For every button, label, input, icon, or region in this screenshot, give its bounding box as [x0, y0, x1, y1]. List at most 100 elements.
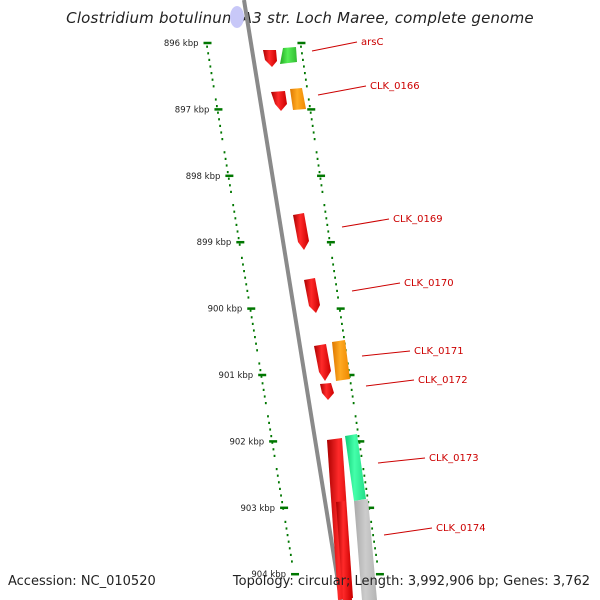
ruler-dot [364, 481, 367, 484]
ruler-dot [310, 118, 313, 121]
ruler-dot [337, 296, 339, 299]
ruler-dot [301, 52, 303, 55]
cds-0166-reverse [290, 88, 306, 110]
ruler-dot [327, 230, 330, 233]
ruler-dot [305, 85, 308, 88]
ruler-dot [279, 487, 281, 490]
ruler-dot [254, 336, 256, 339]
ruler-dot [284, 520, 287, 523]
ruler-dot [268, 421, 270, 424]
ruler-dot [348, 375, 351, 378]
ruler-dot [238, 243, 241, 246]
ruler-dot [232, 204, 235, 207]
ruler-dot [270, 435, 273, 438]
ruler-dot [219, 124, 222, 127]
ruler-dot [217, 111, 219, 114]
gene-label: arsC [361, 37, 383, 48]
ruler-dot [271, 441, 274, 444]
ruler-dot [313, 138, 316, 141]
ruler-dot [366, 494, 369, 497]
gene-label: CLK_0170 [404, 278, 454, 289]
ruler-dot [206, 45, 208, 48]
ruler-dot [331, 256, 334, 259]
kbp-tick-label: 900 kbp [208, 305, 243, 315]
ruler-dot [243, 270, 245, 273]
ruler-dot [352, 402, 355, 405]
ruler-dot [307, 98, 310, 101]
ruler-dot [304, 78, 307, 81]
backbone-marker [230, 6, 244, 28]
gene-leader-line [383, 527, 433, 536]
gene-leader-line [361, 350, 411, 357]
gene-labels: arsC CLK_0166 CLK_0169 CLK_0170 CLK_0171 CLK_… [311, 37, 486, 536]
ruler-dot [326, 223, 329, 226]
cds-0169-forward [293, 213, 309, 250]
ruler-dot [319, 177, 322, 180]
ruler-dot [362, 468, 365, 471]
ruler-dot [359, 448, 362, 451]
ruler-dot [324, 210, 327, 213]
cds-0172-forward [320, 383, 334, 400]
ruler-dot [276, 474, 279, 477]
ruler-dot [242, 263, 244, 266]
ruler-dot [286, 534, 289, 537]
ruler-dot [247, 296, 250, 299]
ruler-dot [315, 151, 318, 154]
gene-leader-line [317, 85, 367, 96]
cds-0171-reverse [332, 340, 350, 381]
ruler-dot [224, 157, 227, 160]
ruler-dot [220, 131, 223, 134]
kbp-tick-label: 897 kbp [175, 105, 210, 115]
ruler-dot [374, 547, 376, 550]
gene-label: CLK_0171 [414, 346, 464, 357]
gene-label: CLK_0169 [393, 214, 443, 225]
ruler-dot [289, 553, 292, 556]
kbp-tick-label: 899 kbp [197, 238, 232, 248]
ruler-dot [325, 217, 328, 220]
cds-0173-reverse [345, 434, 366, 501]
kbp-tick-label: 896 kbp [164, 39, 199, 49]
ruler-dot [280, 494, 282, 497]
ruler-dot [287, 540, 290, 543]
ruler-dot [229, 184, 231, 187]
cds-0174-forward [336, 501, 352, 600]
ruler-dot [207, 52, 210, 55]
ruler-dot [334, 276, 336, 279]
ruler-dot [244, 276, 247, 279]
cds-0170-forward [304, 278, 320, 313]
cds-0166-forward [271, 91, 287, 111]
ruler-dot [332, 263, 335, 266]
kbp-tick-label: 898 kbp [186, 172, 221, 182]
genome-backbone [242, 0, 343, 600]
ruler-dot [251, 322, 254, 325]
ruler-dot [237, 237, 240, 240]
ruler-dot [311, 124, 314, 127]
ruler-dot [264, 402, 267, 405]
gene-label: CLK_0173 [429, 453, 479, 464]
ruler-dot [277, 481, 280, 484]
ruler-dot [255, 342, 257, 345]
ruler-dot [273, 454, 276, 457]
gene-leader-line [341, 218, 390, 228]
ruler-dot [300, 45, 302, 48]
ruler-dot [267, 415, 269, 418]
ruler-dot [291, 560, 293, 563]
ruler-dot [249, 309, 252, 312]
ruler-dot [214, 98, 217, 101]
ruler-dot [350, 388, 353, 391]
ruler-dot [211, 78, 214, 81]
accession-text: Accession: NC_010520 [8, 574, 156, 589]
cds-features [263, 47, 377, 600]
ruler-dot [252, 329, 255, 332]
ruler-dot [259, 369, 262, 372]
gene-leader-line [377, 457, 426, 464]
ruler-dot [245, 283, 248, 286]
ruler-dot [375, 553, 377, 556]
ruler-dot [285, 527, 288, 530]
ruler-dot [303, 72, 306, 75]
kbp-tick-label: 902 kbp [229, 437, 264, 447]
ruler-dot [341, 322, 343, 325]
ruler-dot [246, 289, 249, 292]
cds-arsC-reverse [280, 47, 297, 64]
